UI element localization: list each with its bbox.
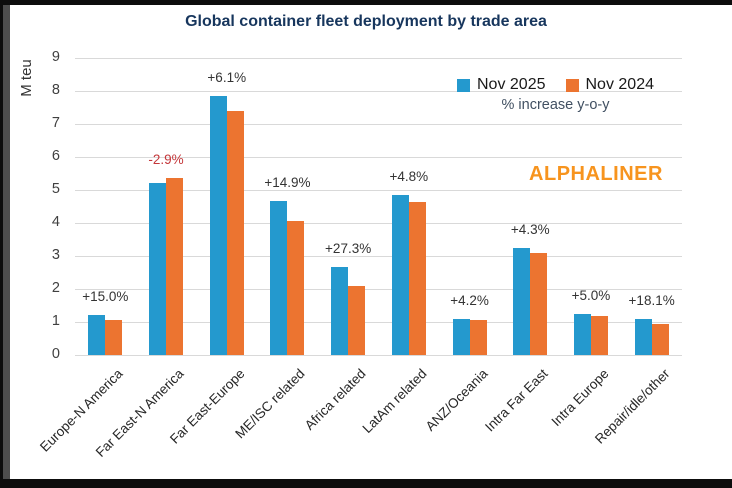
y-tick-label: 0 [51,346,60,362]
gridline [75,223,682,224]
pct-annotation: +6.1% [207,69,247,85]
category-label: Africa related [301,366,369,433]
frame-bottom-border [0,479,732,488]
y-tick-label: 9 [51,49,60,65]
pct-annotation: +27.3% [325,240,372,256]
pct-annotation: +14.9% [264,175,311,191]
legend-label-nov-2025: Nov 2025 [477,76,546,93]
bar-nov-2024-far-east-europe [226,110,244,355]
bar-nov-2024-europe-n-america [105,320,123,355]
bar-nov-2024-repair-idle-other [651,324,669,355]
frame-left-border [0,0,3,488]
legend-swatch-nov-2024-icon [565,78,579,92]
y-tick-label: 7 [51,115,60,131]
bar-nov-2025-africa-related [331,266,349,355]
pct-annotation: +4.2% [450,292,489,308]
y-tick-label: 4 [51,214,60,230]
gridline [75,157,682,158]
gridline [75,124,682,125]
pct-annotation: +4.8% [389,168,429,184]
bar-nov-2025-far-east-n-america [149,183,167,355]
pct-annotation: -2.9% [148,152,184,168]
pct-annotation: +5.0% [571,287,611,303]
bar-nov-2025-far-east-europe [209,95,227,355]
pct-annotation: +18.1% [628,292,675,308]
legend-label-nov-2024: Nov 2024 [585,76,655,93]
category-label: Far East-N America [92,366,187,460]
gridline [75,355,682,356]
bar-nov-2025-me-isc-related [270,201,288,355]
legend-swatch-nov-2025-icon [457,78,470,92]
bar-nov-2025-intra-far-east [513,248,531,355]
bar-nov-2025-anz-oceania [452,318,470,355]
alphaliner-watermark: ALPHALINER [529,163,663,185]
y-tick-label: 1 [51,313,60,329]
legend-item-nov-2024: Nov 2024 [565,76,655,94]
y-tick-label: 6 [51,148,60,164]
bar-nov-2025-intra-europe [573,313,591,355]
category-label: Far East-Europe [166,366,248,447]
bar-nov-2024-latam-related [408,202,426,355]
bar-nov-2024-intra-europe [590,315,608,355]
gridline [75,58,682,59]
category-label: LatAm related [359,366,430,437]
y-tick-label: 8 [51,82,60,98]
legend-note: % increase y-o-y [501,97,610,113]
bar-nov-2024-far-east-n-america [166,178,184,355]
gridline [75,91,682,92]
category-label: Intra Far East [482,366,551,435]
legend: Nov 2025 Nov 2024 % increase y-o-y [448,76,663,113]
category-label: Europe-N America [37,366,126,455]
category-label: ME/ISC related [232,366,309,442]
bar-nov-2024-me-isc-related [287,221,305,355]
pct-annotation: +15.0% [82,289,129,305]
pct-annotation: +4.3% [510,222,550,238]
frame-left-edge [3,5,10,479]
gridline [75,322,682,323]
gridline [75,256,682,257]
legend-item-nov-2025: Nov 2025 [457,76,546,94]
bar-nov-2024-anz-oceania [469,320,487,355]
bar-nov-2025-europe-n-america [88,315,106,355]
category-label: ANZ/Oceania [422,366,491,434]
gridline [75,190,682,191]
bar-nov-2024-africa-related [348,285,366,355]
y-tick-label: 5 [51,181,60,197]
bar-nov-2024-intra-far-east [530,252,548,355]
frame-top-border [0,0,732,5]
y-tick-label: 2 [51,280,60,296]
category-label: Intra Europe [548,366,612,430]
bar-nov-2025-latam-related [391,194,409,355]
chart-title: Global container fleet deployment by tra… [185,13,547,30]
gridline [75,289,682,290]
bar-nov-2025-repair-idle-other [634,318,652,355]
y-tick-label: 3 [51,247,60,263]
category-label: Repair/idle/other [591,366,673,447]
legend-row: Nov 2025 Nov 2024 [448,76,663,94]
